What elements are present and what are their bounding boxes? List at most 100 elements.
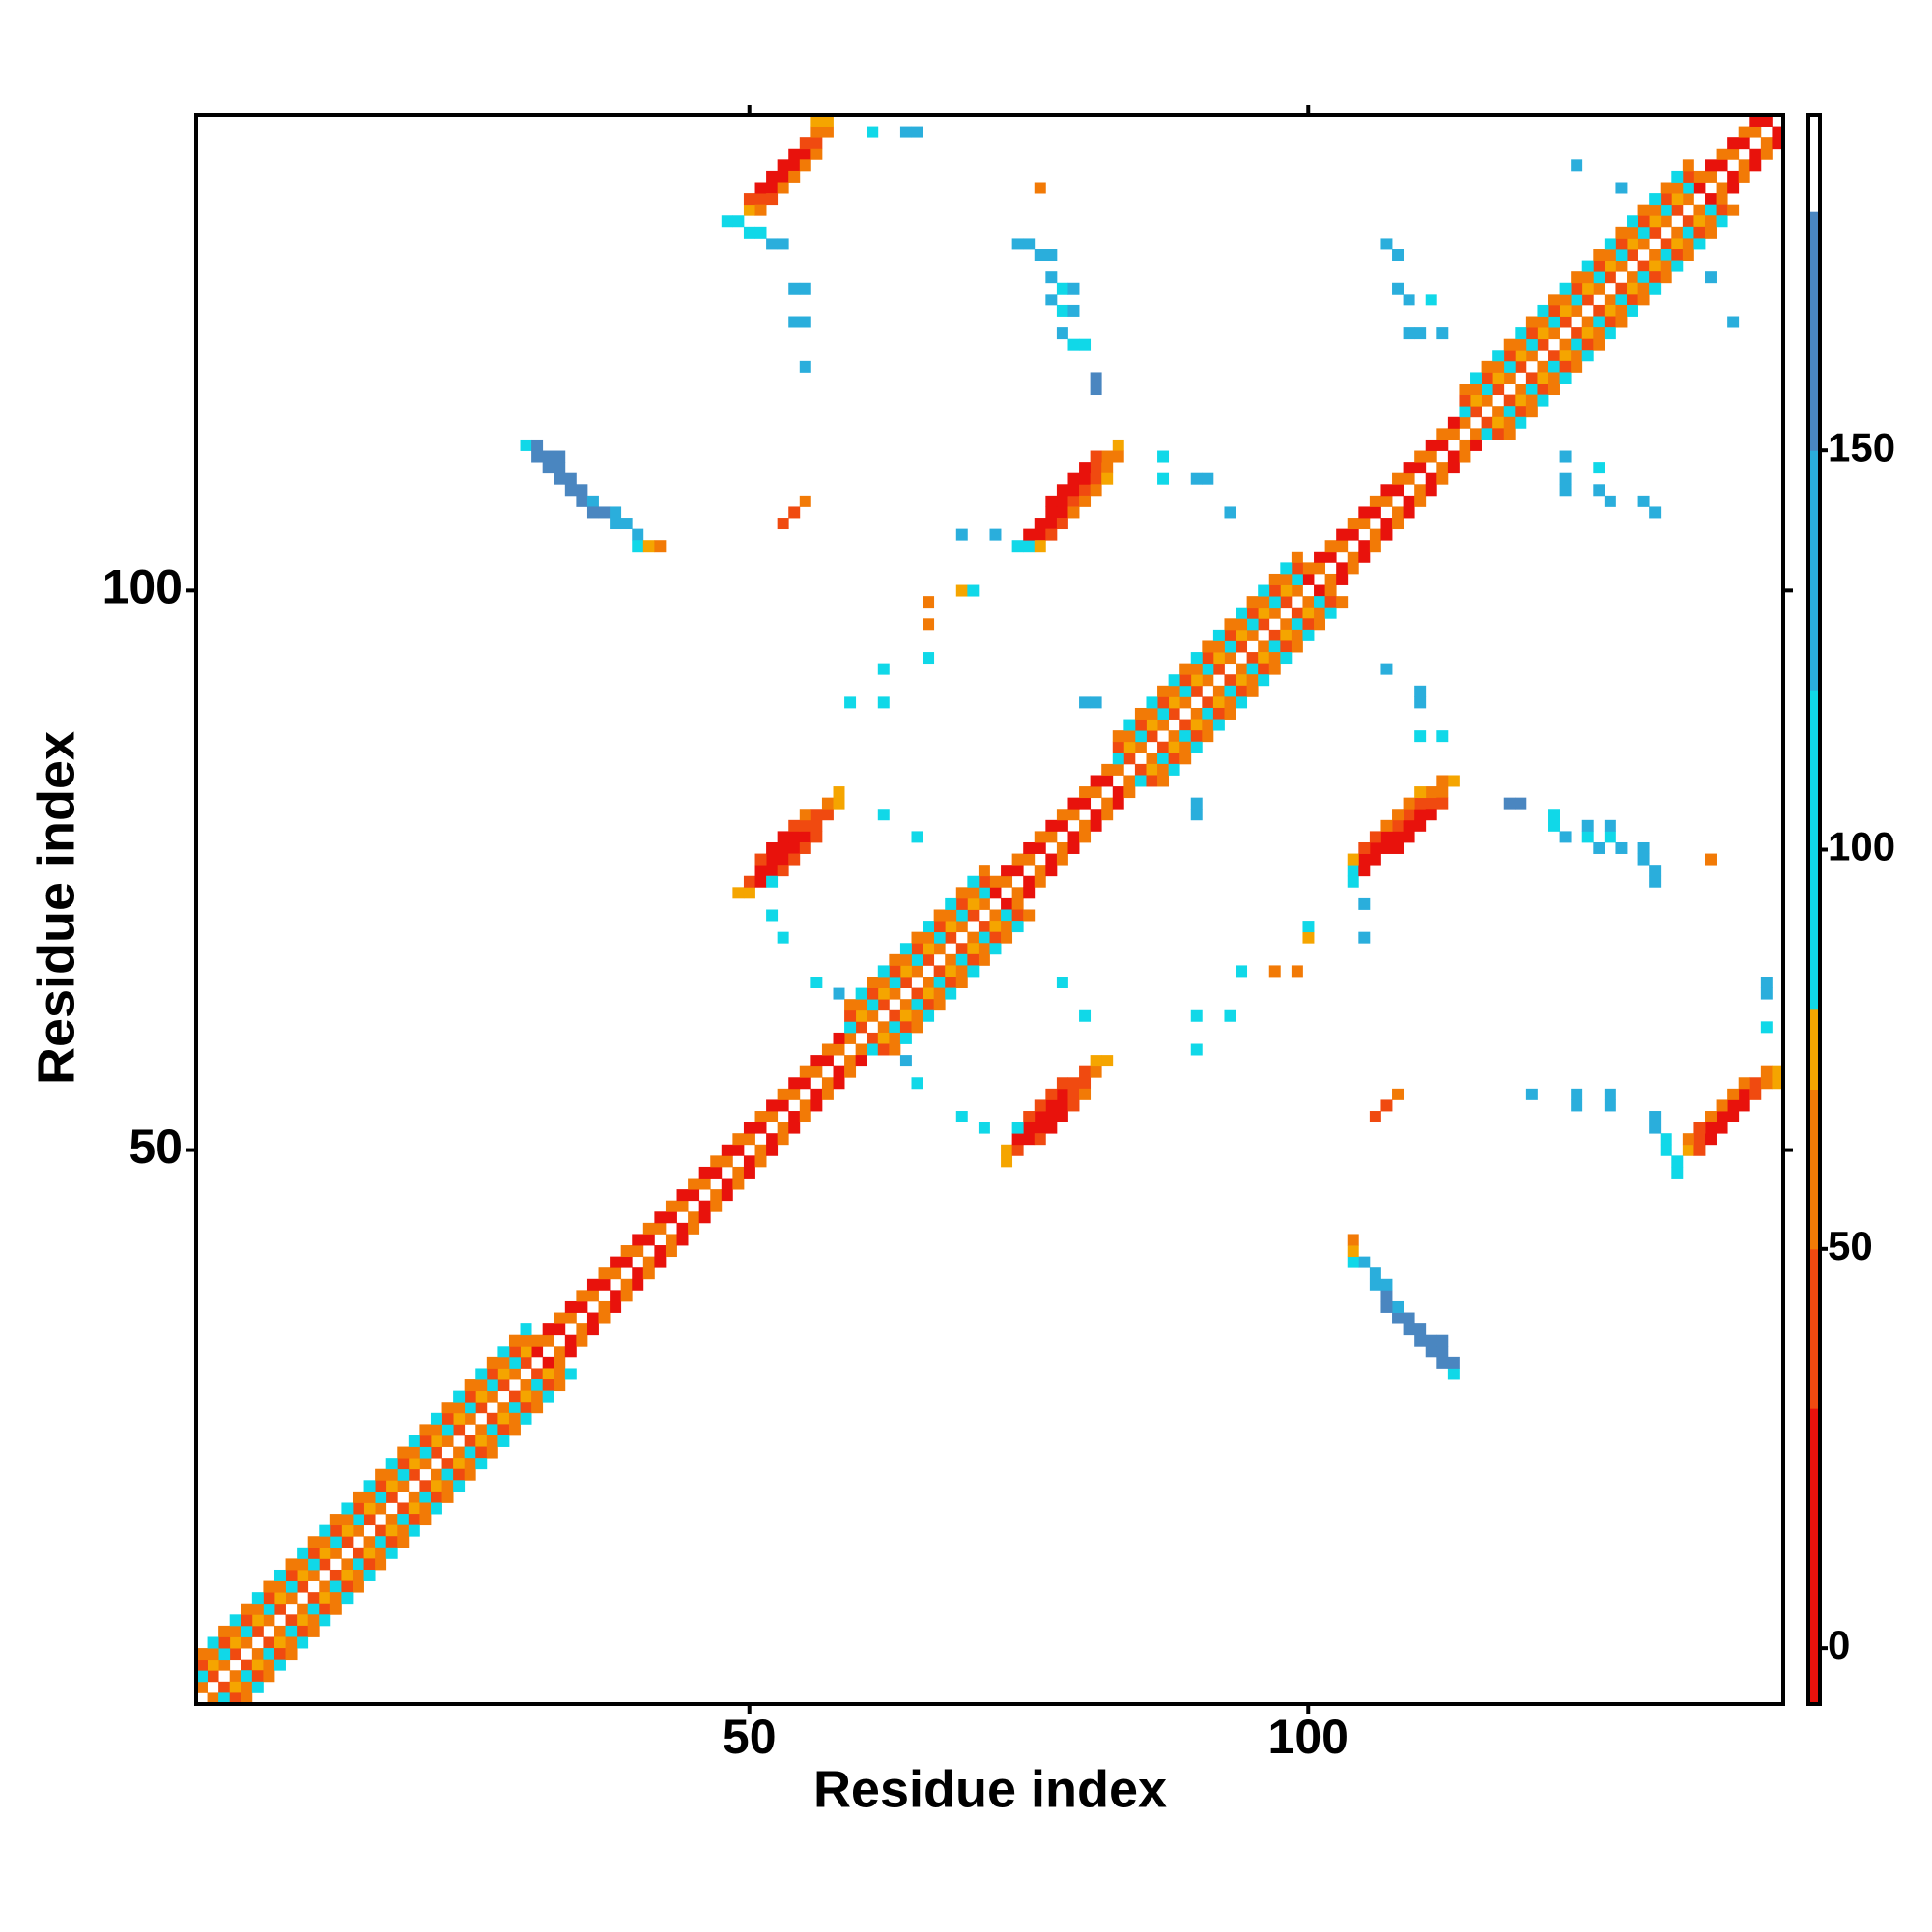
heatmap-cell <box>564 1334 577 1347</box>
heatmap-cell <box>1392 472 1405 485</box>
heatmap-cell <box>441 1458 454 1470</box>
heatmap-cell <box>1738 1099 1750 1112</box>
heatmap-cell <box>1481 372 1493 384</box>
heatmap-cell <box>665 1245 677 1258</box>
heatmap-cell <box>1190 1009 1203 1022</box>
heatmap-cell <box>419 1514 432 1526</box>
heatmap-cell <box>654 1222 667 1235</box>
heatmap-cell <box>1615 238 1628 250</box>
heatmap-cell <box>1179 663 1192 675</box>
heatmap-cell <box>877 1043 890 1056</box>
heatmap-cell <box>1525 338 1538 351</box>
heatmap-cells <box>196 115 1784 1705</box>
heatmap-cell <box>1581 271 1594 284</box>
heatmap-cell <box>688 1211 700 1224</box>
heatmap-cell <box>1581 282 1594 295</box>
heatmap-cell <box>1347 551 1359 563</box>
heatmap-cell <box>1414 327 1427 340</box>
heatmap-cell <box>297 1625 309 1637</box>
heatmap-cell <box>1649 260 1662 272</box>
heatmap-cell <box>676 1234 689 1246</box>
heatmap-cell <box>1358 540 1371 553</box>
heatmap-cell <box>1559 450 1572 463</box>
heatmap-cell <box>1637 271 1650 284</box>
y-tick-label: 100 <box>102 560 183 614</box>
heatmap-cell <box>1414 484 1427 497</box>
heatmap-cell <box>408 1468 420 1481</box>
heatmap-cell <box>1212 707 1225 720</box>
heatmap-cell <box>598 1278 611 1291</box>
heatmap-cell <box>1056 484 1068 497</box>
heatmap-cell <box>1425 294 1437 306</box>
heatmap-cell <box>1123 753 1136 765</box>
heatmap-cell <box>1212 629 1225 641</box>
heatmap-cell <box>1212 719 1225 731</box>
heatmap-cell <box>1045 853 1058 866</box>
heatmap-cell <box>743 887 755 899</box>
heatmap-cell <box>1101 797 1114 810</box>
heatmap-cell <box>1525 394 1538 407</box>
heatmap-cell <box>441 1435 454 1447</box>
heatmap-cell <box>1056 1088 1068 1100</box>
heatmap-cell <box>1380 238 1393 250</box>
heatmap-cell <box>1548 809 1560 821</box>
heatmap-cell <box>721 1155 733 1168</box>
heatmap-cell <box>777 865 789 877</box>
heatmap-cell <box>453 1424 466 1436</box>
heatmap-cell <box>1760 148 1773 160</box>
heatmap-cell <box>1571 1088 1583 1100</box>
heatmap-cell <box>1347 1256 1359 1268</box>
heatmap-cell <box>1760 1077 1773 1090</box>
heatmap-cell <box>1369 1111 1381 1123</box>
heatmap-cell <box>1537 384 1549 396</box>
heatmap-cell <box>1627 304 1638 317</box>
heatmap-cell <box>654 1211 667 1224</box>
heatmap-cell <box>1503 416 1516 429</box>
heatmap-cell <box>867 1032 879 1044</box>
heatmap-cell <box>967 584 980 597</box>
heatmap-cell <box>1716 215 1728 228</box>
heatmap-cell <box>464 1435 476 1447</box>
heatmap-cell <box>341 1580 354 1593</box>
heatmap-cell <box>688 1178 700 1190</box>
heatmap-cell <box>1045 1088 1058 1100</box>
heatmap-cell <box>821 797 834 810</box>
heatmap-cell <box>1459 439 1471 451</box>
heatmap-cell <box>1347 865 1359 877</box>
heatmap-cell <box>1604 260 1616 272</box>
heatmap-cell <box>554 1379 566 1392</box>
heatmap-cell <box>1470 428 1482 440</box>
heatmap-cell <box>1682 238 1694 250</box>
heatmap-cell <box>1425 797 1437 810</box>
heatmap-cell <box>564 1312 577 1324</box>
heatmap-cell <box>508 1356 521 1369</box>
heatmap-cell <box>1537 372 1549 384</box>
heatmap-cell <box>1067 304 1080 317</box>
colorbar-segment <box>1808 450 1820 691</box>
heatmap-cell <box>352 1491 364 1503</box>
heatmap-cell <box>1470 384 1482 396</box>
heatmap-cell <box>241 1670 253 1683</box>
heatmap-cell <box>799 1111 811 1123</box>
heatmap-cell <box>329 1514 342 1526</box>
heatmap-cell <box>1604 249 1616 261</box>
heatmap-cell <box>207 1692 219 1705</box>
heatmap-cell <box>766 853 779 866</box>
heatmap-cell <box>1515 327 1527 340</box>
heatmap-cell <box>1436 327 1449 340</box>
heatmap-cell <box>218 1659 231 1671</box>
heatmap-cell <box>1559 360 1572 373</box>
heatmap-cell <box>1548 327 1560 340</box>
heatmap-cell <box>1236 640 1248 653</box>
heatmap-cell <box>329 1580 342 1593</box>
heatmap-cell <box>419 1435 432 1447</box>
heatmap-cell <box>1324 596 1337 609</box>
heatmap-cell <box>1470 372 1482 384</box>
heatmap-cell <box>799 831 811 843</box>
heatmap-cell <box>1246 674 1259 687</box>
heatmap-cell <box>554 472 566 485</box>
heatmap-cell <box>1660 1144 1672 1156</box>
heatmap-cell <box>1515 384 1527 396</box>
heatmap-cell <box>1056 518 1068 530</box>
heatmap-cell <box>1168 685 1180 697</box>
